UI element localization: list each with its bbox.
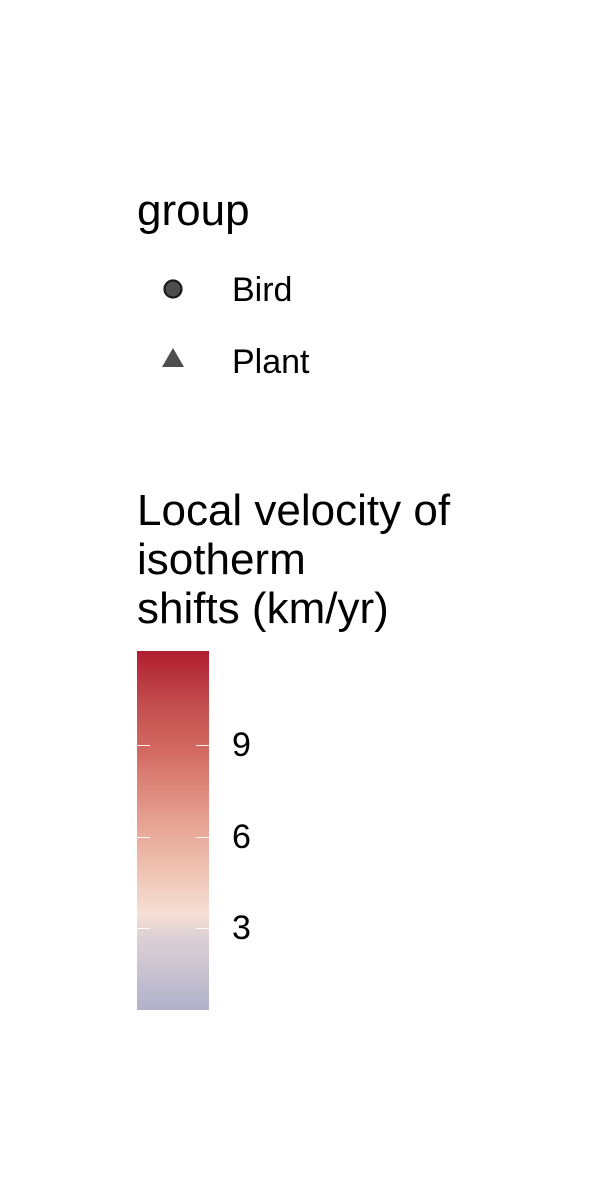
shape-legend-title: group (137, 186, 250, 235)
colorbar (137, 651, 209, 1010)
colorbar-tick-label-3: 3 (232, 908, 251, 947)
colorbar-tick-right-9 (196, 745, 209, 747)
color-legend-title: Local velocity of isotherm shifts (km/yr… (137, 486, 450, 633)
colorbar-tick-left-9 (137, 745, 150, 747)
bird-circle-key (163, 279, 183, 299)
colorbar-tick-label-6: 6 (232, 817, 251, 856)
colorbar-tick-right-3 (196, 927, 209, 929)
colorbar-tick-left-6 (137, 836, 150, 838)
color-legend-title-line-1: Local velocity of (137, 486, 451, 535)
colorbar-tick-left-3 (137, 927, 150, 929)
color-legend-title-line-3: shifts (km/yr) (137, 584, 389, 633)
color-legend-title-line-2: isotherm (137, 535, 306, 584)
colorbar-tick-label-9: 9 (232, 726, 251, 765)
plant-triangle-key (162, 348, 184, 367)
bird-label: Bird (232, 271, 293, 309)
plant-label: Plant (232, 343, 310, 381)
colorbar-tick-right-6 (196, 836, 209, 838)
